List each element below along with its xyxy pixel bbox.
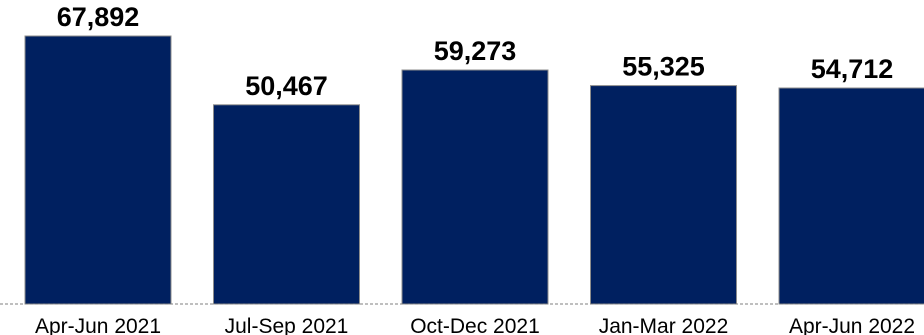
bar bbox=[213, 104, 360, 305]
bar-value-label: 59,273 bbox=[434, 36, 517, 66]
x-tick-label: Oct-Dec 2021 bbox=[410, 315, 540, 335]
bar bbox=[401, 69, 549, 305]
bar bbox=[24, 35, 172, 305]
bars-group bbox=[24, 35, 924, 305]
bar bbox=[778, 87, 924, 305]
bar-value-label: 55,325 bbox=[622, 52, 705, 82]
value-labels-group: 67,892 50,467 59,273 55,325 54,712 bbox=[57, 2, 894, 101]
bar-value-label: 54,712 bbox=[811, 54, 894, 84]
bar-value-label: 50,467 bbox=[245, 71, 328, 101]
x-tick-label: Jul-Sep 2021 bbox=[225, 315, 349, 335]
x-tick-label: Apr-Jun 2021 bbox=[35, 315, 161, 335]
bar-value-label: 67,892 bbox=[57, 2, 140, 32]
bar bbox=[590, 85, 737, 305]
x-axis-tick-labels: Apr-Jun 2021 Jul-Sep 2021 Oct-Dec 2021 Jan-… bbox=[35, 315, 915, 335]
x-tick-label: Apr-Jun 2022 bbox=[789, 315, 915, 335]
x-tick-label: Jan-Mar 2022 bbox=[599, 315, 729, 335]
